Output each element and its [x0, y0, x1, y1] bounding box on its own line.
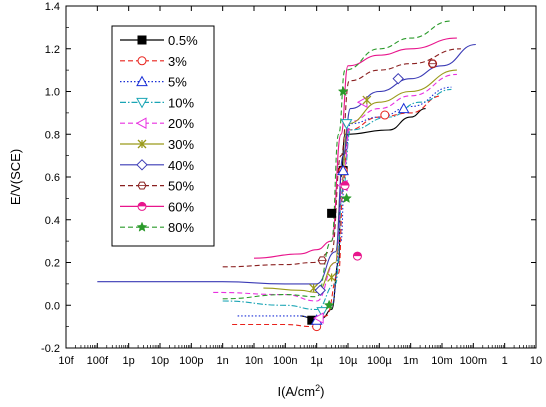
series-marker-5: [362, 95, 372, 105]
series-marker-1: [380, 110, 390, 120]
y-tick-label: 1.0: [45, 87, 60, 99]
series-marker-9: [337, 85, 349, 97]
legend-marker: [137, 181, 147, 190]
series-marker-9: [323, 299, 335, 310]
x-tick-label: 10m: [431, 355, 452, 367]
series-marker-9: [341, 192, 352, 203]
legend-marker: [136, 97, 148, 109]
x-tick-label: 100p: [179, 355, 203, 367]
x-axis-label-close: ): [320, 384, 324, 399]
x-tick-label: 100m: [460, 355, 488, 367]
legend-marker: [135, 117, 147, 130]
legend-label: 20%: [168, 116, 194, 131]
series-marker-5: [327, 273, 337, 282]
series-marker-6: [314, 284, 326, 296]
series-marker-2: [397, 102, 410, 114]
legend-marker: [137, 35, 147, 45]
y-tick-label: 0.4: [45, 215, 60, 227]
y-tick-label: 0.6: [45, 172, 60, 184]
series-marker-8: [340, 181, 350, 191]
legend-label: 50%: [168, 179, 194, 194]
y-tick-label: 1.4: [45, 1, 60, 13]
x-axis: 10f 100f 1p 10p 100p 1n 10n 100n 1µ 10µ 100µ 1m 10m 1…: [58, 6, 542, 367]
series-marker-2: [337, 164, 349, 176]
legend-label: 0.5%: [168, 33, 198, 48]
legend-label: 10%: [168, 95, 194, 110]
series-line-7: [222, 48, 461, 268]
legend-marker: [136, 75, 148, 87]
legend-label: 60%: [168, 199, 194, 214]
series-marker-4: [313, 312, 324, 324]
x-tick-label: 10µ: [339, 355, 358, 367]
y-axis-label: E/V(SCE): [8, 149, 23, 205]
series-marker-3: [340, 119, 353, 130]
series-marker-6: [392, 72, 404, 85]
series-line-2: [237, 86, 452, 321]
x-tick-label: 100f: [87, 355, 109, 367]
y-tick-label: -0.2: [41, 343, 60, 355]
y-tick-label: 0.8: [45, 129, 60, 141]
y-tick-label: 0.2: [45, 258, 60, 270]
series-marker-7: [427, 59, 438, 68]
legend-label: 80%: [168, 220, 194, 235]
legend-marker: [137, 139, 147, 149]
series-marker-3: [316, 307, 329, 318]
series-line-4: [213, 73, 457, 302]
series-layer: [97, 20, 476, 328]
series-line-3: [222, 88, 452, 311]
x-tick-label: 10f: [58, 355, 74, 367]
legend-label: 3%: [168, 54, 187, 69]
series-line-1: [232, 95, 443, 328]
legend-marker: [137, 56, 147, 66]
x-tick-label: 1m: [403, 355, 418, 367]
legend: 0.5% 3% 5% 10% 20% 30% 40% 50% 60% 80%: [111, 25, 215, 247]
x-tick-label: 100µ: [367, 355, 392, 367]
x-tick-label: 100n: [273, 355, 297, 367]
series-line-9: [222, 20, 452, 300]
series-marker-0: [327, 208, 337, 218]
x-tick-label: 1: [502, 355, 508, 367]
y-tick-label: 0.0: [45, 300, 60, 312]
legend-label: 30%: [168, 137, 194, 152]
legend-label: 40%: [168, 158, 194, 173]
series-marker-8: [352, 251, 362, 261]
legend-marker: [136, 221, 148, 232]
x-tick-label: 1p: [123, 355, 135, 367]
x-tick-label: 10p: [151, 355, 169, 367]
x-axis-label-superscript: 2: [315, 383, 320, 393]
x-tick-label: 10n: [245, 355, 263, 367]
legend-marker: [136, 159, 148, 171]
series-line-8: [253, 37, 457, 259]
x-axis-label: I(A/cm2): [278, 383, 325, 399]
legend-box: [111, 25, 215, 247]
x-tick-label: 1µ: [310, 355, 323, 367]
x-tick-label: 10: [530, 355, 542, 367]
legend-marker: [137, 201, 147, 211]
series-marker-7: [317, 256, 327, 265]
y-axis: -0.2 0.0 0.2 0.4 0.6 0.8 1.0 1.2 1.4: [41, 1, 536, 355]
x-tick-label: 1n: [217, 355, 229, 367]
legend-label: 5%: [168, 75, 187, 90]
y-tick-label: 1.2: [45, 44, 60, 56]
marker-layer: [307, 59, 438, 332]
x-axis-label-main: I(A/cm: [278, 384, 316, 399]
